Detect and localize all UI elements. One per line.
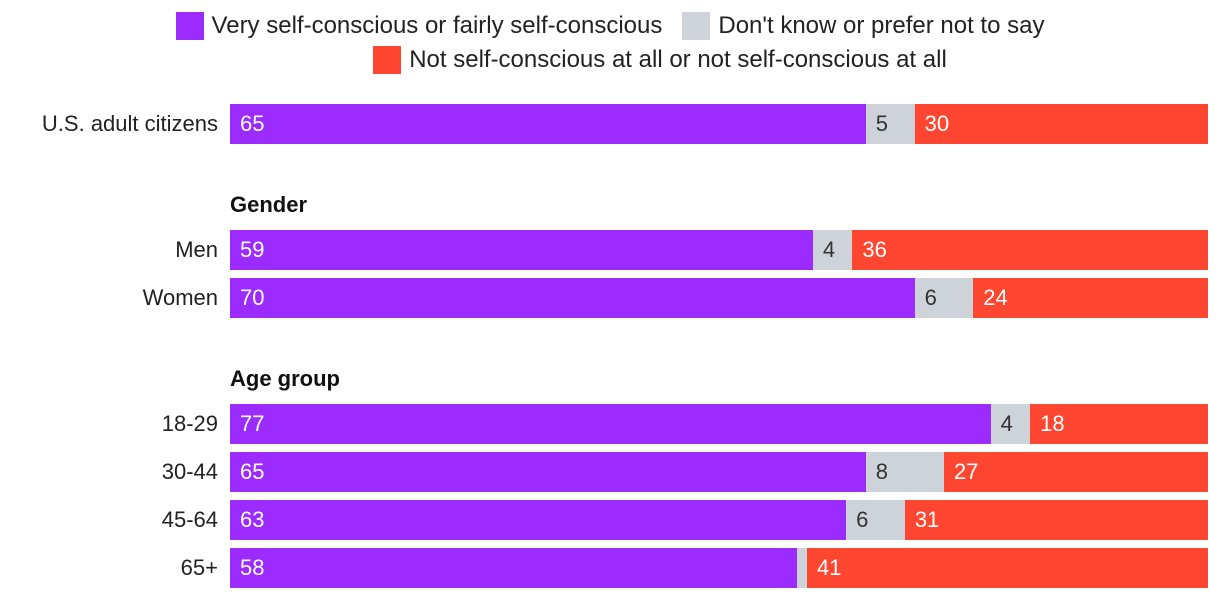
row-label-30-44: 30-44 — [161, 459, 218, 484]
bar-30-44-not-self-conscious — [943, 452, 1208, 492]
row-label-u-s-adult-citizens: U.S. adult citizens — [41, 111, 218, 136]
group-title-gender: Gender — [230, 192, 308, 217]
data-label-18-29-dont-know: 4 — [1000, 411, 1013, 436]
data-label-18-29-not-self-conscious: 18 — [1040, 411, 1065, 436]
bar-45-64-not-self-conscious — [904, 500, 1208, 540]
data-label-u-s-adult-citizens-dont-know: 5 — [875, 111, 888, 136]
legend-label-not-self-conscious: Not self-conscious at all or not self-co… — [409, 46, 947, 73]
bar-30-44-self-conscious — [230, 452, 866, 492]
bar-men-not-self-conscious — [852, 230, 1208, 270]
group-title-age-group: Age group — [230, 366, 340, 391]
bar-women-self-conscious — [230, 278, 915, 318]
row-label-men: Men — [175, 237, 218, 262]
bar-18-29-not-self-conscious — [1030, 404, 1208, 444]
legend-item-self-conscious: Very self-conscious or fairly self-consc… — [175, 12, 663, 40]
bar-45-64-self-conscious — [230, 500, 847, 540]
bar-65-dont-know — [797, 548, 807, 588]
data-label-65-self-conscious: 58 — [240, 555, 265, 580]
bar-women-dont-know — [914, 278, 974, 318]
data-label-30-44-dont-know: 8 — [875, 459, 888, 484]
data-label-women-self-conscious: 70 — [240, 285, 265, 310]
data-label-men-self-conscious: 59 — [240, 237, 265, 262]
bar-18-29-self-conscious — [230, 404, 991, 444]
legend-item-not-self-conscious: Not self-conscious at all or not self-co… — [373, 46, 947, 74]
bar-45-64-dont-know — [846, 500, 905, 540]
data-label-women-not-self-conscious: 24 — [983, 285, 1008, 310]
legend-label-dont-know: Don't know or prefer not to say — [718, 12, 1045, 39]
data-label-men-dont-know: 4 — [822, 237, 836, 262]
data-label-45-64-not-self-conscious: 31 — [914, 507, 940, 532]
data-label-45-64-dont-know: 6 — [856, 507, 869, 532]
legend-row-2: Not self-conscious at all or not self-co… — [0, 46, 1220, 74]
row-label-women: Women — [142, 285, 218, 310]
data-label-45-64-self-conscious: 63 — [240, 507, 265, 532]
row-label-65: 65+ — [180, 555, 218, 580]
legend-swatch-dont-know — [682, 12, 711, 40]
legend-row-1: Very self-conscious or fairly self-consc… — [0, 12, 1220, 40]
row-label-45-64: 45-64 — [161, 507, 218, 532]
bar-65-not-self-conscious — [807, 548, 1208, 588]
bar-women-not-self-conscious — [973, 278, 1208, 318]
legend-swatch-not-self-conscious — [373, 46, 402, 74]
bar-18-29-dont-know — [990, 404, 1031, 444]
bar-u-s-adult-citizens-dont-know — [865, 104, 915, 144]
data-label-men-not-self-conscious: 36 — [862, 237, 887, 262]
data-label-65-not-self-conscious: 41 — [817, 555, 842, 580]
bar-men-dont-know — [812, 230, 853, 270]
data-label-women-dont-know: 6 — [924, 285, 937, 310]
bar-65-self-conscious — [230, 548, 798, 588]
row-label-18-29: 18-29 — [161, 411, 218, 436]
bar-u-s-adult-citizens-self-conscious — [230, 104, 866, 144]
bar-men-self-conscious — [230, 230, 813, 270]
data-label-30-44-self-conscious: 65 — [240, 459, 265, 484]
legend-swatch-self-conscious — [175, 12, 204, 40]
bar-30-44-dont-know — [865, 452, 944, 492]
data-label-u-s-adult-citizens-not-self-conscious: 30 — [924, 111, 950, 136]
bar-u-s-adult-citizens-not-self-conscious — [914, 104, 1208, 144]
data-label-u-s-adult-citizens-self-conscious: 65 — [240, 111, 265, 136]
data-label-18-29-self-conscious: 77 — [240, 411, 265, 436]
legend-item-dont-know: Don't know or prefer not to say — [682, 12, 1044, 40]
legend-label-self-conscious: Very self-conscious or fairly self-consc… — [211, 12, 663, 39]
data-label-30-44-not-self-conscious: 27 — [953, 459, 979, 484]
